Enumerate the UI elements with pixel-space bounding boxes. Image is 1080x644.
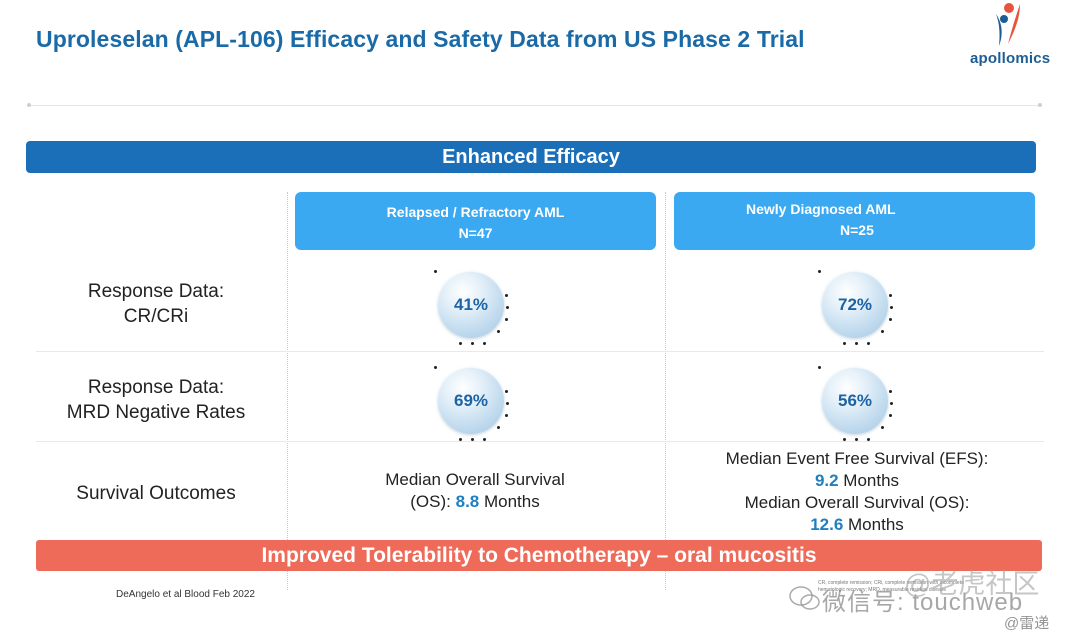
survival-relapsed: Median Overall Survival (OS): 8.8 Months	[300, 469, 650, 513]
decor-dot	[889, 318, 892, 321]
decor-dot	[506, 402, 509, 405]
logo-wordmark: apollomics	[970, 50, 1051, 67]
unit-label: Months	[838, 471, 900, 490]
footnote: CR, complete remission; CRi, complete re…	[818, 580, 964, 593]
decor-dot	[843, 438, 846, 441]
column-sample-size: N=47	[458, 225, 493, 241]
percentage-value: 41%	[438, 272, 504, 338]
decor-dot	[881, 330, 884, 333]
decor-dot	[818, 270, 821, 273]
unit-label: Months	[843, 515, 904, 534]
row-label-cr-cri: Response Data: CR/CRi	[36, 279, 276, 329]
tolerability-banner: Improved Tolerability to Chemotherapy – …	[36, 540, 1042, 571]
row-divider	[36, 351, 1044, 352]
percentage-value: 69%	[438, 368, 504, 434]
decor-dot	[505, 318, 508, 321]
cr-cri-newly-diagnosed-bubble: 72%	[808, 266, 904, 352]
row-label-line: CR/CRi	[123, 306, 189, 327]
column-header-newly-diagnosed: Newly Diagnosed AML N=25	[674, 192, 1035, 250]
decor-dot	[471, 438, 474, 441]
decor-dot	[497, 426, 500, 429]
decor-dot	[505, 414, 508, 417]
column-divider	[287, 192, 288, 590]
decor-dot	[505, 294, 508, 297]
company-logo: apollomics	[962, 2, 1062, 72]
column-header-relapsed-refractory: Relapsed / Refractory AML N=47	[295, 192, 656, 250]
decor-dot	[459, 438, 462, 441]
title-divider	[28, 105, 1042, 106]
column-title: Newly Diagnosed AML	[746, 201, 896, 217]
mrd-newly-diagnosed-bubble: 56%	[808, 362, 904, 448]
citation: DeAngelo et al Blood Feb 2022	[116, 589, 255, 600]
decor-dot	[843, 342, 846, 345]
efs-value-line: 9.2 Months	[672, 470, 1042, 492]
cr-cri-relapsed-bubble: 41%	[424, 266, 520, 352]
decor-dot	[434, 270, 437, 273]
median-os-value: 8.8	[455, 492, 480, 511]
efs-label: Median Event Free Survival (EFS):	[725, 449, 989, 468]
decor-dot	[506, 306, 509, 309]
decor-dot	[855, 342, 858, 345]
enhanced-efficacy-banner: Enhanced Efficacy	[26, 141, 1036, 173]
decor-dot	[889, 390, 892, 393]
wechat-watermark: 微信号: touchweb	[822, 589, 1024, 616]
author-watermark: @雷递	[1004, 615, 1050, 632]
decor-dot	[471, 342, 474, 345]
decor-dot	[890, 402, 893, 405]
column-title: Relapsed / Refractory AML	[386, 204, 565, 220]
decor-dot	[889, 294, 892, 297]
median-efs-value: 9.2	[814, 471, 839, 490]
wechat-icon	[788, 584, 822, 621]
percentage-value: 72%	[822, 272, 888, 338]
os-value-line: 12.6 Months	[672, 514, 1042, 536]
survival-label: Median Overall Survival	[385, 470, 565, 489]
site-watermark: @老虎社区	[904, 569, 1040, 599]
decor-dot	[867, 438, 870, 441]
row-label-line: Response Data:	[87, 281, 225, 302]
decor-dot	[890, 306, 893, 309]
decor-dot	[855, 438, 858, 441]
divider-end-dot	[1038, 103, 1042, 107]
decor-dot	[889, 414, 892, 417]
row-divider	[36, 441, 1044, 442]
decor-dot	[497, 330, 500, 333]
unit-label: Months	[479, 492, 540, 511]
decor-dot	[881, 426, 884, 429]
column-sample-size: N=25	[840, 222, 874, 238]
mrd-relapsed-bubble: 69%	[424, 362, 520, 448]
divider-end-dot	[27, 103, 31, 107]
row-label-line: MRD Negative Rates	[66, 402, 246, 423]
decor-dot	[867, 342, 870, 345]
decor-dot	[505, 390, 508, 393]
decor-dot	[434, 366, 437, 369]
percentage-value: 56%	[822, 368, 888, 434]
os-label: Median Overall Survival (OS):	[744, 493, 970, 512]
decor-dot	[483, 438, 486, 441]
decor-dot	[818, 366, 821, 369]
row-label-mrd-negative: Response Data: MRD Negative Rates	[36, 375, 276, 425]
decor-dot	[459, 342, 462, 345]
survival-label: (OS):	[410, 492, 456, 511]
apollomics-figure-icon	[996, 3, 1020, 46]
column-divider	[665, 192, 666, 590]
survival-value-line: (OS): 8.8 Months	[300, 491, 650, 513]
decor-dot	[483, 342, 486, 345]
survival-newly-diagnosed: Median Event Free Survival (EFS): 9.2 Mo…	[672, 448, 1042, 536]
row-label-survival-outcomes: Survival Outcomes	[76, 483, 236, 504]
row-label-line: Response Data:	[87, 377, 225, 398]
slide-title: Uproleselan (APL-106) Efficacy and Safet…	[36, 26, 805, 52]
median-os-value: 12.6	[810, 515, 844, 534]
